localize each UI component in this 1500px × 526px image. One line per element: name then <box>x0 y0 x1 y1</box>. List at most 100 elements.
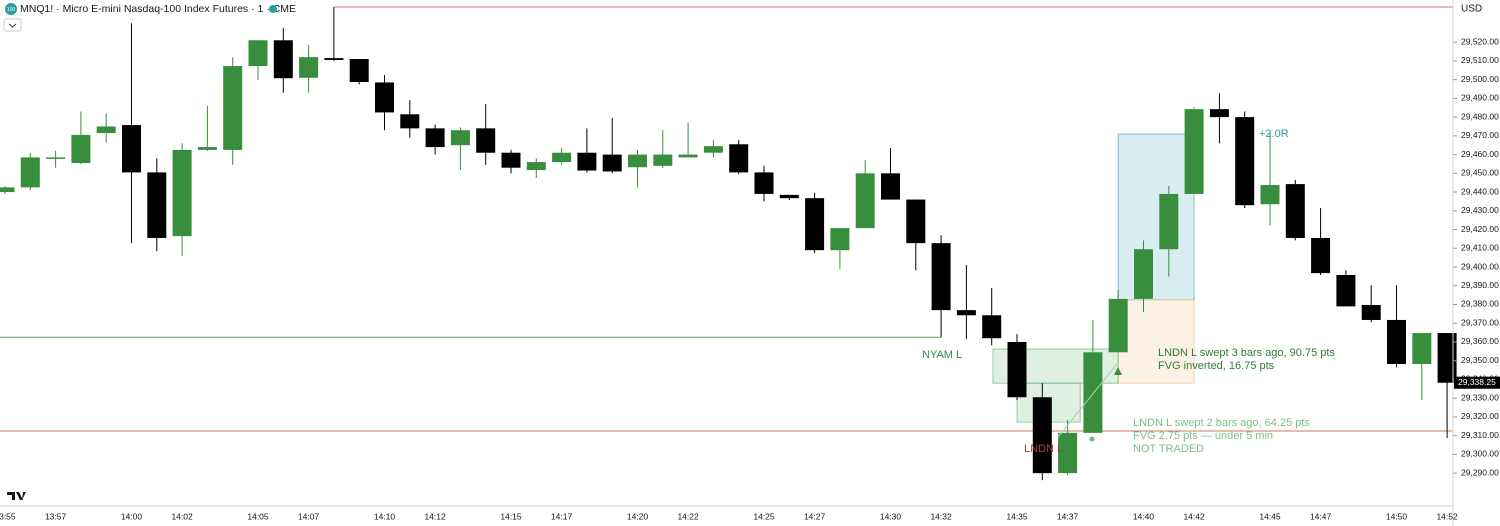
candle-body <box>982 315 1002 339</box>
x-tick-label: 14:45 <box>1259 511 1281 521</box>
y-tick-label: 29,320.00 <box>1461 411 1499 421</box>
levels <box>0 6 1453 432</box>
candle-body <box>729 144 749 173</box>
symbol-icon-text: 100 <box>7 7 16 13</box>
x-tick-label: 14:47 <box>1310 511 1332 521</box>
candle-body <box>577 152 597 171</box>
y-tick-label: 29,510.00 <box>1461 55 1499 65</box>
zone <box>1117 133 1195 301</box>
x-tick-label: 14:25 <box>753 511 775 521</box>
x-tick-label: 14:42 <box>1183 511 1205 521</box>
x-tick-label: 13:55 <box>0 511 16 521</box>
x-tick-label: 14:15 <box>500 511 522 521</box>
candle-body <box>197 147 217 150</box>
last-price-label: 29,338.25 <box>1458 377 1496 387</box>
candle-body <box>1412 333 1432 364</box>
candle-body <box>273 40 293 79</box>
chevron <box>8 23 17 28</box>
y-tick-label: 29,390.00 <box>1461 280 1499 290</box>
y-tick-label: 29,460.00 <box>1461 149 1499 159</box>
symbol-icon <box>5 3 17 15</box>
x-tick-label: 14:40 <box>1133 511 1155 521</box>
candle-body <box>46 157 66 159</box>
candle-body <box>299 57 319 78</box>
skip-note: LNDN L swept 2 bars ago, 64.25 pts <box>1133 417 1310 429</box>
candle-body <box>552 152 572 163</box>
candle-body <box>147 172 167 238</box>
x-tick-label: 14:27 <box>804 511 826 521</box>
y-tick-label: 29,490.00 <box>1461 93 1499 103</box>
y-tick-label: 29,290.00 <box>1461 467 1499 477</box>
candle-body <box>375 82 394 113</box>
candle-body <box>450 130 470 146</box>
candle-body <box>324 58 344 60</box>
candle-body <box>122 125 141 173</box>
y-tick-label: 29,330.00 <box>1461 392 1499 402</box>
candle-body <box>1361 304 1381 320</box>
y-tick-label: 29,420.00 <box>1461 224 1499 234</box>
x-tick-label: 13:57 <box>45 511 67 521</box>
level-label: LNDN L <box>1024 443 1063 455</box>
candle-body <box>855 173 875 229</box>
signal-triangle <box>1114 367 1122 375</box>
candle-body <box>1387 319 1406 364</box>
candle-body <box>602 154 622 172</box>
tv-logo <box>7 492 26 500</box>
candle-body <box>653 154 673 166</box>
x-tick-label: 14:12 <box>424 511 446 521</box>
candle-body <box>248 40 268 67</box>
candle-body <box>96 126 116 134</box>
chart-title: MNQ1! · Micro E-mini Nasdaq-100 Index Fu… <box>20 3 296 15</box>
y-tick-label: 29,450.00 <box>1461 168 1499 178</box>
x-tick-label: 14:02 <box>171 511 193 521</box>
status-dot <box>269 5 277 13</box>
candle-body <box>1083 352 1103 433</box>
candle-body <box>956 310 976 316</box>
trade-note: FVG inverted, 16.75 pts <box>1158 360 1275 372</box>
x-tick-label: 14:10 <box>374 511 396 521</box>
candle-body <box>1032 397 1052 474</box>
collapse-button[interactable] <box>3 18 22 32</box>
candle-body <box>830 228 850 251</box>
y-tick-label: 29,480.00 <box>1461 111 1499 121</box>
candle-body <box>1437 333 1457 383</box>
zone <box>1117 299 1195 384</box>
y-tick-label: 29,520.00 <box>1461 36 1499 46</box>
candle-body <box>20 157 40 188</box>
candle-body <box>1184 109 1204 194</box>
last-price: 29,338.25 <box>1454 376 1500 389</box>
candle-body <box>501 152 521 168</box>
candle-body <box>1007 341 1027 398</box>
x-tick-label: 14:22 <box>677 511 699 521</box>
y-tick-label: 29,370.00 <box>1461 317 1499 327</box>
x-tick-label: 14:20 <box>627 511 649 521</box>
last-price-box <box>1454 376 1500 389</box>
candle-body <box>906 199 926 244</box>
x-tick-label: 14:52 <box>1436 511 1458 521</box>
candle-body <box>805 198 825 251</box>
x-tick-label: 14:17 <box>551 511 573 521</box>
x-tick-label: 14:30 <box>880 511 902 521</box>
y-tick-label: 29,400.00 <box>1461 261 1499 271</box>
candle-body <box>526 162 546 171</box>
x-tick-label: 14:37 <box>1057 511 1079 521</box>
y-tick-label: 29,440.00 <box>1461 186 1499 196</box>
candle-body <box>400 114 420 129</box>
axes: 29,290.00 29,300.00 29,310.00 29,320.00 29,3… <box>0 36 1499 521</box>
candle-body <box>1235 117 1255 206</box>
candle-body <box>931 243 951 311</box>
x-tick-label: 14:50 <box>1386 511 1408 521</box>
y-tick-label: 29,350.00 <box>1461 355 1499 365</box>
candle-body <box>1108 298 1128 353</box>
candle-body <box>779 194 799 199</box>
connector <box>1057 363 1118 438</box>
candle-body <box>425 128 445 148</box>
y-tick-label: 29,430.00 <box>1461 205 1499 215</box>
candle-body <box>1058 432 1078 474</box>
candle-body <box>1159 193 1179 250</box>
trade-note: LNDN L swept 3 bars ago, 90.75 pts <box>1158 347 1335 359</box>
y-tick-label: 29,380.00 <box>1461 299 1499 309</box>
x-tick-label: 14:32 <box>930 511 952 521</box>
